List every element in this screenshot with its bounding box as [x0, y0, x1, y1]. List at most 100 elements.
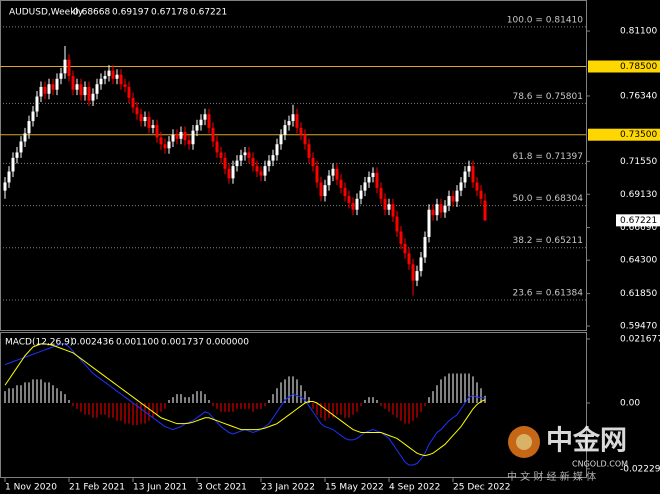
candle-body: [135, 107, 139, 115]
watermark-logo: [516, 434, 532, 450]
price-box-label: 0.73500: [620, 130, 657, 140]
candle-body: [447, 196, 451, 206]
candle-body: [55, 78, 59, 90]
candle-body: [59, 73, 63, 79]
candle-body: [363, 182, 367, 191]
candle-body: [375, 172, 379, 188]
chart-title: AUDUSD,Weekly: [9, 8, 84, 18]
watermark: 中金网 CNGOLD.COM 中 文 财 经 新 媒 体: [507, 425, 628, 484]
candle-body: [199, 119, 203, 126]
watermark-site: CNGOLD.COM: [572, 460, 628, 469]
candle-body: [419, 257, 423, 272]
candle-body: [63, 59, 67, 74]
candle-body: [247, 152, 251, 158]
candle-body: [147, 116, 151, 128]
candle-body: [275, 144, 279, 156]
candle-body: [471, 166, 475, 183]
candle-body: [99, 78, 103, 85]
candle-body: [7, 171, 11, 183]
current-price-label: 0.67221: [620, 216, 657, 226]
candle-body: [319, 182, 323, 197]
candle-body: [35, 96, 39, 112]
candle-body: [27, 121, 31, 134]
y-tick-label: 0.66690: [620, 223, 657, 233]
candle-body: [311, 157, 315, 167]
signal-line: [4, 343, 486, 457]
indicator-readout: 0.001737: [161, 338, 204, 348]
candle-body: [299, 127, 303, 135]
candle-body: [123, 84, 127, 87]
fib-label: 100.0 = 0.81410: [507, 15, 584, 25]
candle-body: [415, 271, 419, 281]
candle-body: [407, 253, 411, 265]
candle-body: [163, 144, 167, 149]
indicator-title: MACD(12,26,9): [5, 338, 73, 348]
candle-body: [427, 209, 431, 237]
x-tick-label: 3 Oct 2021: [197, 483, 247, 493]
candle-body: [23, 133, 27, 142]
candle-body: [315, 166, 319, 183]
ohlc-readout: 0.68668: [73, 8, 110, 18]
candle-body: [463, 171, 467, 183]
y-tick-label: 0.64300: [620, 256, 657, 266]
candle-body: [439, 204, 443, 213]
candle-body: [139, 114, 143, 122]
x-tick-label: 21 Feb 2021: [69, 483, 125, 493]
candle-body: [395, 216, 399, 232]
y-tick-label: 0.59470: [620, 322, 657, 332]
candle-body: [43, 86, 47, 94]
candle-body: [227, 168, 231, 179]
candle-body: [251, 157, 255, 167]
candle-body: [335, 168, 339, 180]
candle-body: [339, 179, 343, 188]
candle-body: [207, 114, 211, 128]
price-box: [588, 128, 660, 141]
candle-body: [411, 264, 415, 281]
candle-body: [267, 160, 271, 167]
x-tick-label: 15 May 2022: [325, 483, 384, 493]
candle-body: [83, 86, 87, 96]
candle-body: [451, 196, 455, 202]
candle-body: [47, 84, 51, 94]
x-tick-label: 1 Nov 2020: [5, 483, 57, 493]
candle-body: [295, 114, 299, 128]
candle-body: [143, 116, 147, 122]
candle-body: [307, 144, 311, 158]
y-tick-label: 0.00: [620, 398, 640, 408]
candle-body: [443, 205, 447, 213]
candle-body: [459, 182, 463, 191]
indicator-readout: 0.001100: [116, 338, 159, 348]
candle-body: [3, 182, 7, 191]
fib-label: 38.2 = 0.65211: [512, 236, 583, 246]
candle-body: [467, 166, 471, 172]
candle-body: [115, 74, 119, 79]
candle-body: [39, 86, 43, 97]
current-price-box: [616, 214, 660, 227]
candle-body: [379, 187, 383, 199]
candle-body: [255, 166, 259, 172]
candle-body: [203, 114, 207, 120]
candle-body: [71, 76, 75, 90]
y-tick-label: 0.76340: [620, 91, 657, 101]
candle-body: [243, 152, 247, 156]
candle-body: [175, 134, 179, 139]
candle-body: [87, 86, 91, 101]
candle-body: [131, 97, 135, 108]
candle-body: [323, 185, 327, 197]
candle-body: [159, 137, 163, 145]
ohlc-readout: 0.67221: [190, 8, 227, 18]
fib-label: 50.0 = 0.68304: [512, 194, 583, 204]
candle-body: [371, 172, 375, 177]
candle-body: [51, 84, 55, 90]
candle-body: [259, 171, 263, 176]
y-tick-label: 0.021677: [620, 334, 660, 344]
candle-body: [279, 134, 283, 145]
x-tick-label: 13 Jun 2021: [133, 483, 187, 493]
candle-body: [235, 160, 239, 167]
candle-body: [107, 70, 111, 77]
candle-body: [355, 198, 359, 210]
candle-body: [95, 84, 99, 94]
candle-body: [239, 155, 243, 161]
